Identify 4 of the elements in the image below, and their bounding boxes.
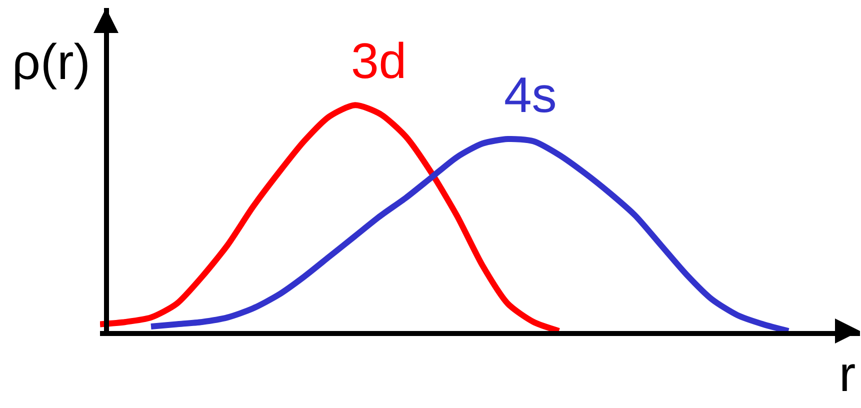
y-axis-title: ρ(r) [12,34,90,90]
series-label: 4s [504,67,557,123]
series-label: 3d [351,33,407,89]
x-axis-title: r [839,346,856,402]
